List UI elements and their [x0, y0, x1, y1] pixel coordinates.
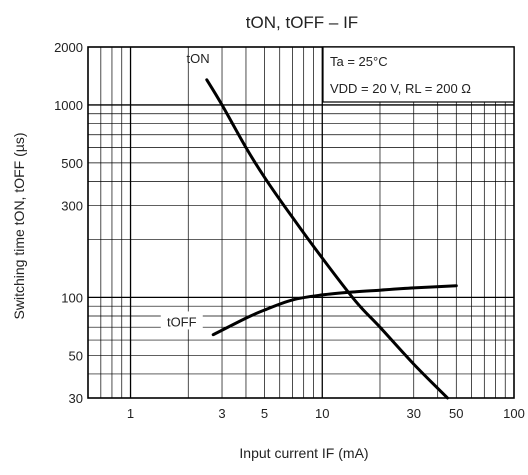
x-tick-label: 10 — [315, 406, 329, 421]
series-label-ton: tON — [186, 51, 209, 66]
y-axis-label: Switching time tON, tOFF (µs) — [11, 133, 27, 320]
label-layer: 1 3 5 10 30 50 100 30 50 100 300 500 1000 2000 tON tOFF — [54, 40, 525, 421]
annotation-box: Ta = 25°C VDD = 20 V, RL = 200 Ω — [322, 46, 515, 103]
annotation-conditions: VDD = 20 V, RL = 200 Ω — [330, 81, 471, 96]
x-tick-label: 30 — [407, 406, 421, 421]
series-layer — [205, 78, 458, 400]
plot-frame — [87, 46, 515, 399]
series-label-toff: tOFF — [167, 314, 197, 329]
y-tick-label: 100 — [61, 290, 83, 305]
annotation-box-frame — [322, 46, 515, 103]
y-tick-label: 300 — [61, 199, 83, 214]
x-tick-label: 5 — [261, 406, 268, 421]
y-tick-label: 1000 — [54, 98, 83, 113]
x-axis-label: Input current IF (mA) — [239, 445, 368, 461]
x-tick-label: 1 — [127, 406, 134, 421]
y-tick-label: 50 — [69, 348, 83, 363]
series-line-ton — [205, 78, 449, 400]
series-label-bg — [160, 311, 203, 330]
x-tick-label: 100 — [503, 406, 525, 421]
y-tick-label: 2000 — [54, 40, 83, 55]
x-tick-label: 50 — [449, 406, 463, 421]
chart-title: tON, tOFF – IF — [246, 13, 358, 32]
annotation-temperature: Ta = 25°C — [330, 54, 388, 69]
x-tick-label: 3 — [218, 406, 225, 421]
y-tick-label: 500 — [61, 156, 83, 171]
series-line-toff — [211, 284, 458, 337]
y-tick-label: 30 — [69, 391, 83, 406]
